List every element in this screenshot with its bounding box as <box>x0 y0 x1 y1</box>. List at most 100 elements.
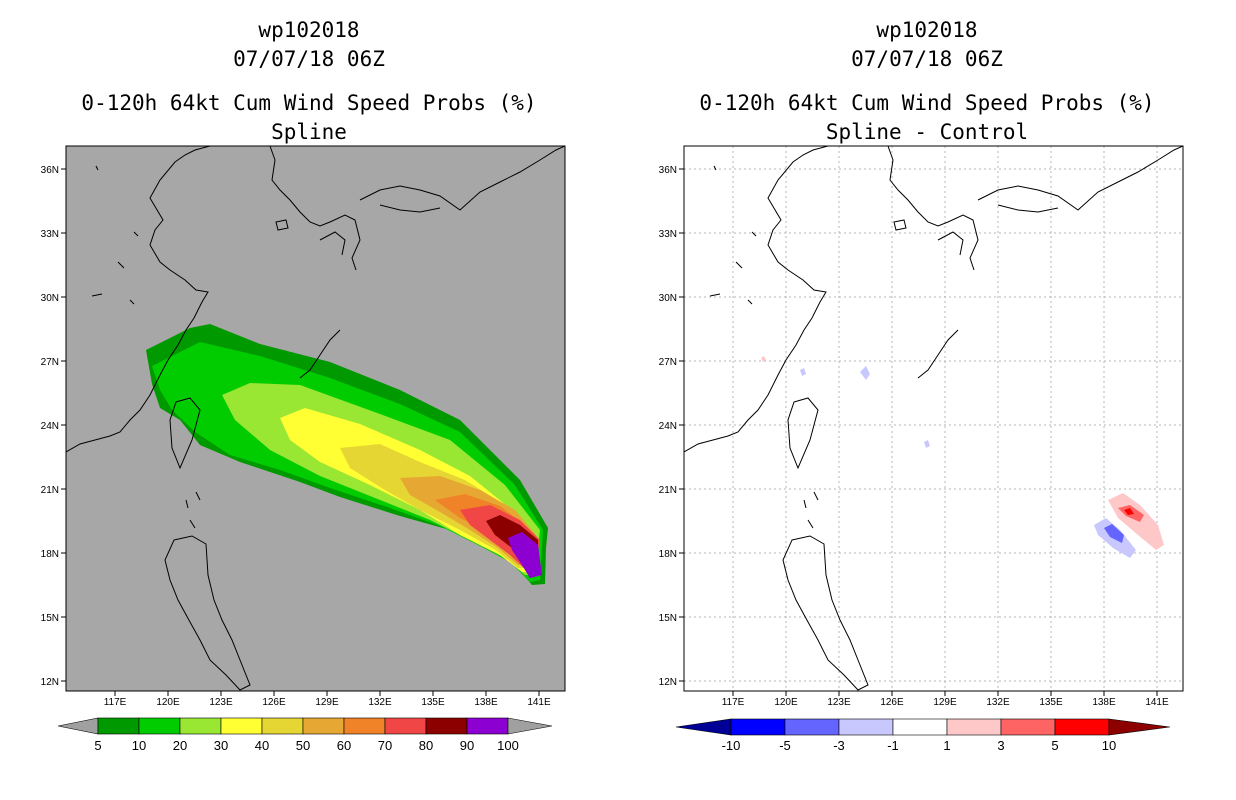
colorbar-label: 60 <box>337 738 351 753</box>
lat-label: 12N <box>659 677 677 688</box>
colorbar-swatch <box>425 717 468 735</box>
lon-label: 135E <box>1039 697 1063 708</box>
lon-label: 123E <box>209 697 233 708</box>
lat-label: 27N <box>659 357 677 368</box>
colorbar-swatch <box>179 717 222 735</box>
colorbar-swatch <box>466 717 509 735</box>
colorbar-label: 90 <box>460 738 474 753</box>
right-colorbar <box>675 718 1171 736</box>
colorbar-label: 10 <box>1102 738 1116 753</box>
left-colorbar-labels: 5 10 20 30 40 50 60 70 80 90 100 <box>94 738 518 753</box>
right-lat-labels: 36N 33N 30N 27N 24N 21N 18N 15N 12N <box>659 165 677 688</box>
right-map: 36N 33N 30N 27N 24N 21N 18N 15N 12N 117E… <box>659 145 1184 753</box>
left-map-panel: wp102018 07/07/18 06Z 0-120h 64kt Cum Wi… <box>41 18 566 753</box>
colorbar-above-arrow <box>507 717 553 735</box>
lat-label: 30N <box>41 293 59 304</box>
right-subtitle: Spline - Control <box>825 120 1029 144</box>
colorbar-label: 10 <box>132 738 146 753</box>
left-lon-ticks <box>114 691 540 696</box>
right-lon-labels: 117E 120E 123E 126E 129E 132E 135E 138E … <box>722 697 1169 708</box>
lon-label: 132E <box>986 697 1010 708</box>
right-map-background <box>684 146 1183 691</box>
lat-label: 36N <box>41 165 59 176</box>
lat-label: 15N <box>41 613 59 624</box>
right-colorbar-labels: -10 -5 -3 -1 1 3 5 10 <box>722 738 1117 753</box>
lat-label: 12N <box>41 677 59 688</box>
colorbar-swatch <box>784 718 840 736</box>
colorbar-label: 20 <box>173 738 187 753</box>
lon-label: 129E <box>933 697 957 708</box>
lat-label: 15N <box>659 613 677 624</box>
colorbar-swatch <box>838 718 894 736</box>
colorbar-label: 5 <box>94 738 101 753</box>
left-lon-labels: 117E 120E 123E 126E 129E 132E 135E 138E … <box>104 697 551 708</box>
colorbar-swatch <box>946 718 1002 736</box>
colorbar-swatch <box>892 718 948 736</box>
left-philippines-outline <box>164 535 251 691</box>
colorbar-above-arrow <box>1108 718 1171 736</box>
left-coastlines <box>66 146 565 691</box>
lat-label: 27N <box>41 357 59 368</box>
left-probability-swath <box>146 324 548 585</box>
lon-label: 117E <box>722 697 745 708</box>
lon-label: 120E <box>156 697 180 708</box>
right-product-title: 0-120h 64kt Cum Wind Speed Probs (%) <box>699 91 1155 115</box>
lon-label: 141E <box>1145 697 1169 708</box>
right-storm-id: wp102018 <box>876 18 978 42</box>
right-date-time: 07/07/18 06Z <box>851 47 1003 71</box>
lon-label: 126E <box>262 697 286 708</box>
right-lon-ticks <box>732 691 1158 696</box>
colorbar-swatch <box>730 718 786 736</box>
colorbar-label: 80 <box>419 738 433 753</box>
colorbar-swatch <box>1054 718 1110 736</box>
colorbar-swatch <box>261 717 304 735</box>
colorbar-swatch <box>97 717 140 735</box>
left-map: 36N 33N 30N 27N 24N 21N 18N 15N 12N 117E… <box>41 145 566 753</box>
colorbar-label: 70 <box>378 738 392 753</box>
colorbar-swatch <box>138 717 181 735</box>
lat-label: 24N <box>659 421 677 432</box>
right-coastlines <box>684 146 1183 691</box>
left-colorbar <box>57 717 553 735</box>
colorbar-swatch <box>384 717 427 735</box>
lon-label: 138E <box>474 697 498 708</box>
right-difference-contours <box>761 356 1164 558</box>
colorbar-label: 40 <box>255 738 269 753</box>
colorbar-label: -1 <box>887 738 899 753</box>
lon-label: 138E <box>1092 697 1116 708</box>
left-lat-labels: 36N 33N 30N 27N 24N 21N 18N 15N 12N <box>41 165 59 688</box>
colorbar-label: -5 <box>779 738 791 753</box>
colorbar-label: -10 <box>722 738 741 753</box>
right-map-panel: wp102018 07/07/18 06Z 0-120h 64kt Cum Wi… <box>618 0 1236 800</box>
lat-label: 24N <box>41 421 59 432</box>
lon-label: 117E <box>104 697 127 708</box>
left-taiwan-outline <box>169 397 201 470</box>
lat-label: 21N <box>41 485 59 496</box>
lon-label: 126E <box>880 697 904 708</box>
left-lat-ticks <box>61 168 66 682</box>
left-date-time: 07/07/18 06Z <box>233 47 385 71</box>
lon-label: 132E <box>368 697 392 708</box>
colorbar-swatch <box>1000 718 1056 736</box>
colorbar-label: 30 <box>214 738 228 753</box>
left-product-title: 0-120h 64kt Cum Wind Speed Probs (%) <box>81 91 537 115</box>
right-lat-ticks <box>679 168 684 682</box>
colorbar-label: 5 <box>1051 738 1058 753</box>
lon-label: 135E <box>421 697 445 708</box>
lon-label: 123E <box>827 697 851 708</box>
lat-label: 21N <box>659 485 677 496</box>
lat-label: 18N <box>41 549 59 560</box>
lon-label: 120E <box>774 697 798 708</box>
colorbar-label: 3 <box>997 738 1004 753</box>
left-storm-id: wp102018 <box>258 18 360 42</box>
lon-label: 141E <box>527 697 551 708</box>
colorbar-below-arrow <box>57 717 99 735</box>
colorbar-label: -3 <box>833 738 845 753</box>
lat-label: 33N <box>659 229 677 240</box>
lat-label: 18N <box>659 549 677 560</box>
right-taiwan-outline <box>787 397 819 470</box>
colorbar-swatch <box>343 717 386 735</box>
lat-label: 36N <box>659 165 677 176</box>
colorbar-swatch <box>220 717 263 735</box>
lon-label: 129E <box>315 697 339 708</box>
